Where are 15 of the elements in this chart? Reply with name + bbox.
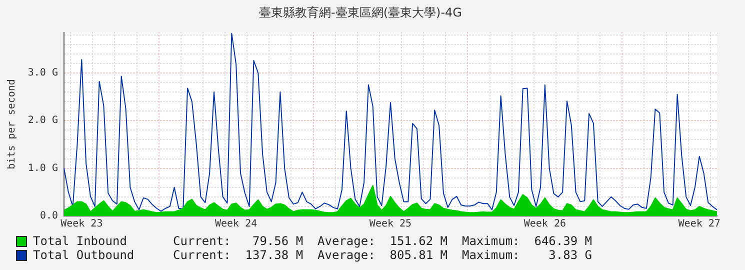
y-tick-label: 1.0 G <box>28 162 58 174</box>
x-tick-label: Week 27 <box>678 218 720 230</box>
text: Current: 79.56 M Average: 151.62 M Maximum: 646.39 M <box>173 234 592 248</box>
y-tick-label: 3.0 G <box>28 68 58 79</box>
chart-title: 臺東縣教育網-臺東區網(臺東大學)-4G <box>259 5 462 20</box>
x-tick-label: Week 24 <box>214 218 258 230</box>
y-tick-label: 0.0 <box>40 210 58 222</box>
text: Current: 137.38 M Average: 805.81 M Maximum: 3.83 G <box>173 248 592 262</box>
legend-label: Total Outbound <box>33 248 136 262</box>
legend-label: Total Inbound <box>33 234 128 248</box>
x-tick-label: Week 26 <box>524 218 566 230</box>
y-axis-title: bits per second <box>6 79 18 170</box>
y-tick-label: 2.0 G <box>28 115 58 126</box>
x-tick-label: Week 25 <box>369 218 412 230</box>
x-tick-label: Week 23 <box>60 218 103 230</box>
